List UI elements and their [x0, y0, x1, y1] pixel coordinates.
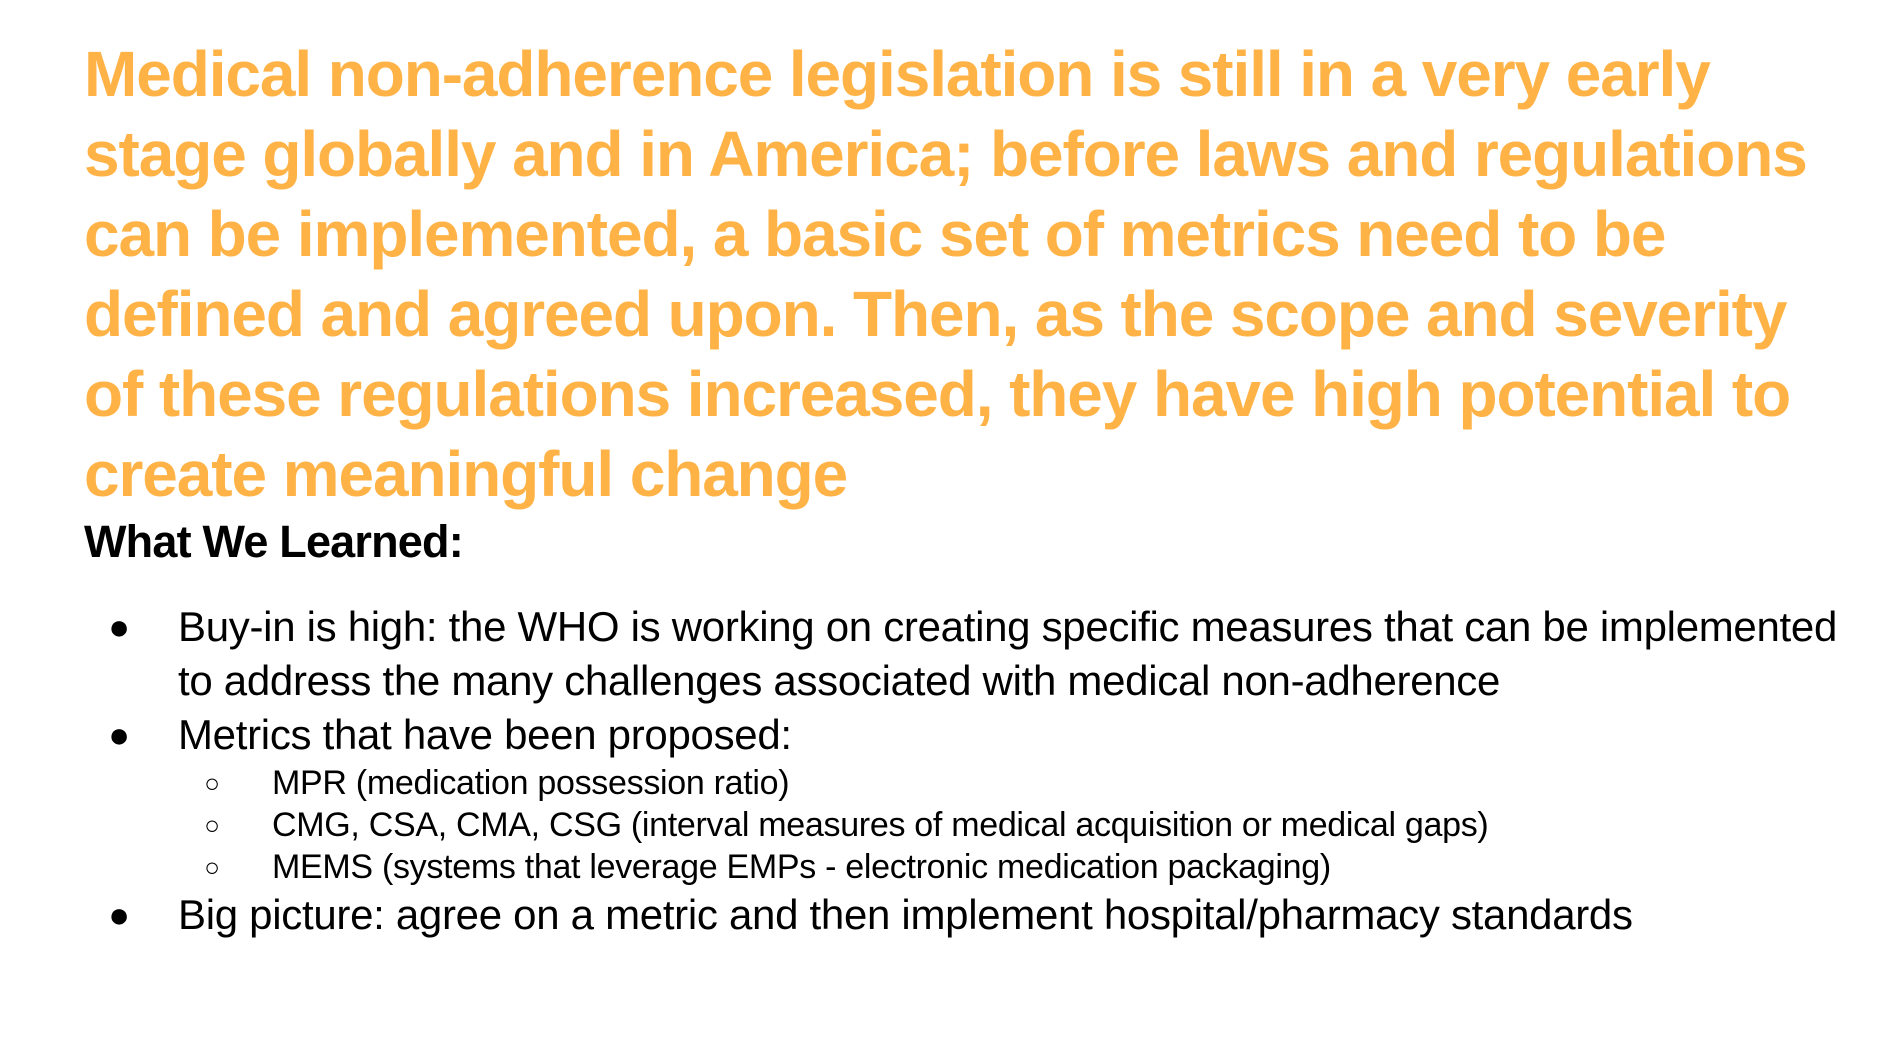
- list-item-metrics: ● Metrics that have been proposed: ○ MPR…: [0, 708, 1877, 888]
- hollow-bullet-icon: ○: [204, 810, 220, 840]
- list-item-buy-in: ● Buy-in is high: the WHO is working on …: [0, 600, 1877, 708]
- list-item-text: Buy-in is high: the WHO is working on cr…: [178, 603, 1838, 704]
- sublist-item-mems: ○ MEMS (systems that leverage EMPs - ele…: [178, 846, 1877, 888]
- list-item-text: Big picture: agree on a metric and then …: [178, 891, 1633, 938]
- hollow-bullet-icon: ○: [204, 852, 220, 882]
- sublist-item-text: CMG, CSA, CMA, CSG (interval measures of…: [272, 806, 1489, 844]
- section-heading: What We Learned:: [84, 516, 464, 567]
- hollow-bullet-icon: ○: [204, 768, 220, 798]
- bullet-icon: ●: [108, 714, 130, 755]
- sublist-item-text: MPR (medication possession ratio): [272, 764, 790, 802]
- sublist-item-mpr: ○ MPR (medication possession ratio): [178, 762, 1877, 804]
- learnings-list: ● Buy-in is high: the WHO is working on …: [0, 600, 1877, 942]
- sublist-item-text: MEMS (systems that leverage EMPs - elect…: [272, 848, 1331, 886]
- metrics-sublist: ○ MPR (medication possession ratio) ○ CM…: [178, 762, 1877, 888]
- list-item-text: Metrics that have been proposed:: [178, 711, 792, 758]
- headline: Medical non-adherence legislation is sti…: [84, 38, 1808, 510]
- bullet-icon: ●: [108, 606, 130, 647]
- list-item-big-picture: ● Big picture: agree on a metric and the…: [0, 888, 1877, 942]
- sublist-item-interval-measures: ○ CMG, CSA, CMA, CSG (interval measures …: [178, 804, 1877, 846]
- bullet-icon: ●: [108, 894, 130, 935]
